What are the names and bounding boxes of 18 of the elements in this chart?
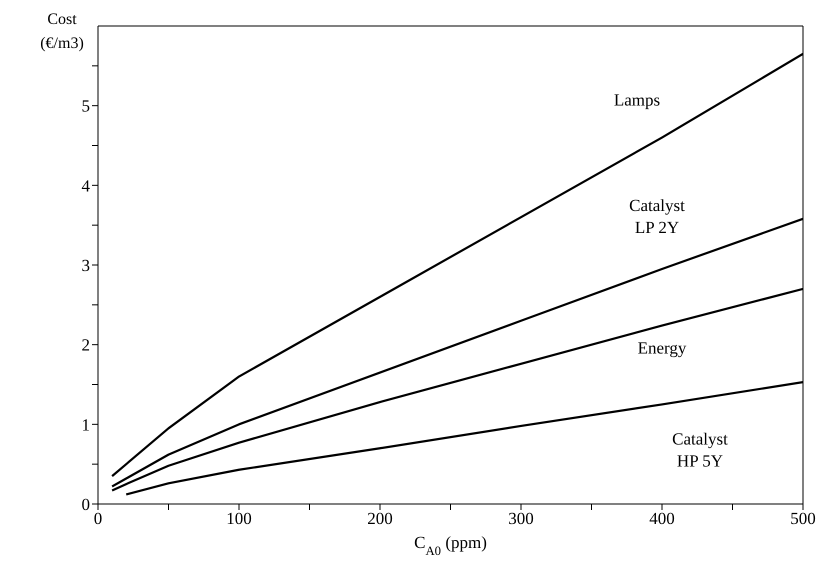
x-tick-label: 200 xyxy=(367,509,393,528)
series-label: Energy xyxy=(638,338,687,358)
x-tick-label: 0 xyxy=(94,509,102,528)
y-tick-label: 3 xyxy=(82,256,90,276)
x-tick-label: 400 xyxy=(649,509,675,528)
y-tick-label: 5 xyxy=(82,96,90,116)
x-tick-label: 300 xyxy=(508,509,534,528)
x-axis-title: C$_{A0}$ (ppm) xyxy=(414,533,487,558)
x-tick-label: 100 xyxy=(226,509,252,528)
series-label: Catalyst LP 2Y xyxy=(629,196,686,237)
y-tick-label: 2 xyxy=(82,336,90,355)
y-axis-title: Cost (€/m3) xyxy=(40,11,84,52)
y-tick-label: 1 xyxy=(82,415,90,434)
y-tick-label: 0 xyxy=(82,495,90,514)
series-label: Lamps xyxy=(614,90,660,110)
series-label: Catalyst HP 5Y xyxy=(672,429,728,470)
x-tick-label: 500 xyxy=(790,509,816,528)
y-tick-label: 4 xyxy=(82,176,90,196)
